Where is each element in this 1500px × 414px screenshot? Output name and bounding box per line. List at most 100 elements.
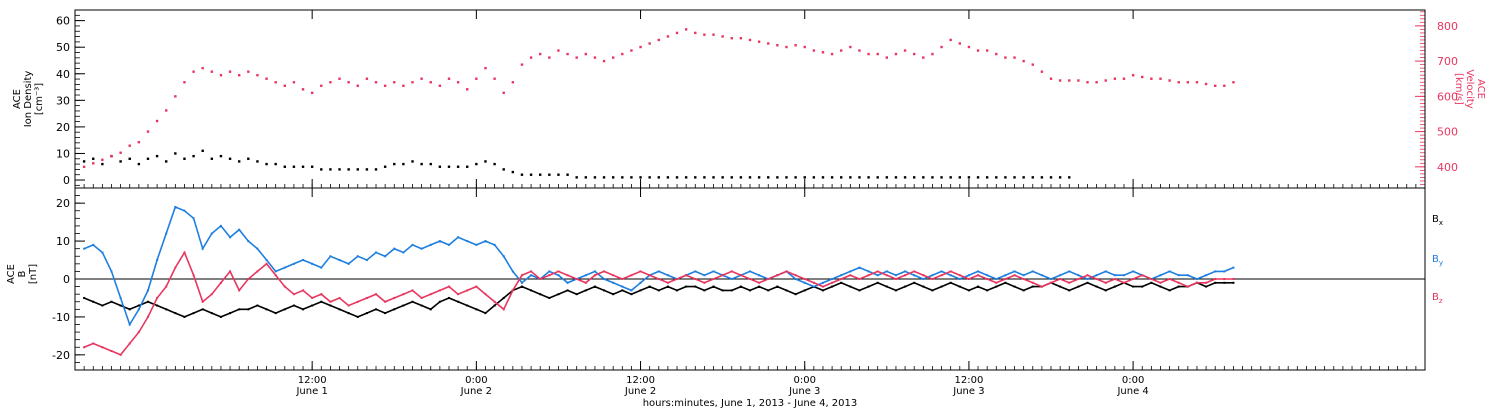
bx-series-point <box>210 312 213 315</box>
bx-series-point <box>92 300 95 303</box>
density-point <box>365 168 369 171</box>
bz-series-point <box>1223 278 1226 280</box>
bz-series-point <box>146 315 149 318</box>
velocity-point <box>757 40 761 43</box>
bx-series-point <box>201 308 204 311</box>
bz-series-point <box>165 285 168 288</box>
bx-series-point <box>639 289 642 292</box>
bz-series-point <box>402 293 405 296</box>
bx-series-point <box>229 312 232 315</box>
density-ylabel-line: Ion Density <box>23 71 34 128</box>
density-point <box>840 176 843 179</box>
density-point <box>748 176 752 179</box>
velocity-point <box>985 49 989 52</box>
bz-series-point <box>922 274 925 277</box>
bz-series-point <box>283 285 286 288</box>
bz-series-point <box>584 281 587 284</box>
by-series-point <box>639 281 642 284</box>
velocity-ylabel-line: ACE <box>1475 79 1486 99</box>
bz-series-point <box>657 278 660 280</box>
velocity-point <box>1131 74 1135 77</box>
velocity-point <box>1058 79 1062 82</box>
bx-series-point <box>347 312 350 315</box>
bx-series-point <box>520 285 523 288</box>
by-series <box>83 205 1234 327</box>
bx-series-point <box>429 308 432 311</box>
density-point <box>593 176 597 179</box>
density-point <box>520 173 524 176</box>
by-series-point <box>119 296 122 299</box>
density-axis-tick-label: 30 <box>56 94 70 107</box>
by-series-point <box>612 281 615 284</box>
velocity-point <box>1049 77 1053 80</box>
velocity-point <box>885 56 889 59</box>
by-series-point <box>794 278 797 280</box>
bx-series-point <box>940 285 943 288</box>
bz-series-point <box>849 274 852 277</box>
bz-series-point <box>1059 278 1062 280</box>
bx-series-point <box>758 285 761 288</box>
density-point <box>985 176 989 179</box>
by-series-point <box>1214 270 1217 273</box>
density-point <box>940 176 943 179</box>
bx-series-point <box>238 308 241 311</box>
by-series-point <box>1031 270 1034 273</box>
velocity-point <box>383 84 387 87</box>
bz-series-point <box>712 278 715 280</box>
bx-series-point <box>776 285 779 288</box>
bx-series-point <box>712 285 715 288</box>
bz-series-point <box>885 274 888 277</box>
by-series-point <box>210 232 213 235</box>
density-point <box>767 176 770 179</box>
density-point <box>630 176 633 179</box>
velocity-point <box>1077 79 1080 82</box>
velocity-point <box>393 81 396 84</box>
velocity-point <box>1150 77 1153 80</box>
bx-series-point <box>530 289 533 292</box>
bz-series-point <box>803 278 806 280</box>
bx-series-point <box>156 304 159 307</box>
by-series-point <box>302 259 305 262</box>
bx-series-point <box>648 285 651 288</box>
bx-series-point <box>1095 285 1098 288</box>
velocity-point <box>1113 77 1117 80</box>
velocity-point <box>411 81 414 84</box>
velocity-point <box>812 49 816 52</box>
bz-series-point <box>758 281 761 284</box>
bz-series-point <box>739 274 742 277</box>
by-series-point <box>466 240 469 243</box>
density-axis-tick-label: 40 <box>56 68 70 81</box>
density-point <box>301 165 305 168</box>
velocity-point <box>92 162 95 165</box>
bx-series-point <box>146 300 149 303</box>
bz-series-point <box>365 296 368 299</box>
density-point <box>356 168 359 171</box>
bz-series <box>83 250 1234 356</box>
by-series-point <box>958 278 961 280</box>
by-series-point <box>1186 274 1189 277</box>
bz-series-point <box>1168 278 1171 280</box>
by-series-point <box>1159 274 1162 277</box>
by-series-point <box>694 270 697 273</box>
density-point <box>757 176 761 179</box>
bx-series-point <box>794 293 797 296</box>
bx-series-point <box>174 312 177 315</box>
bx-series-point <box>402 304 405 307</box>
bz-series-point <box>1104 281 1107 284</box>
density-point <box>529 173 533 176</box>
density-point <box>1022 176 1025 179</box>
bz-series-point <box>575 278 578 280</box>
by-series-point <box>429 243 432 246</box>
by-series-point <box>821 281 824 284</box>
by-series-point <box>247 240 250 243</box>
velocity-point <box>575 56 578 59</box>
density-point <box>237 160 241 163</box>
velocity-point <box>247 70 250 73</box>
bx-series-point <box>749 289 751 292</box>
bx-series-point <box>593 285 596 288</box>
velocity-point <box>611 56 615 59</box>
density-point <box>201 149 204 153</box>
by-series-point <box>256 247 259 250</box>
by-series-point <box>840 274 843 277</box>
bz-series-point <box>83 346 86 349</box>
